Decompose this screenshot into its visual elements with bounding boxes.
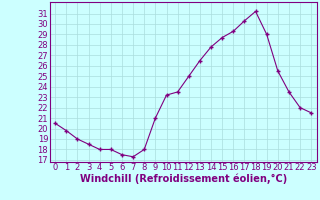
X-axis label: Windchill (Refroidissement éolien,°C): Windchill (Refroidissement éolien,°C) (80, 174, 287, 184)
